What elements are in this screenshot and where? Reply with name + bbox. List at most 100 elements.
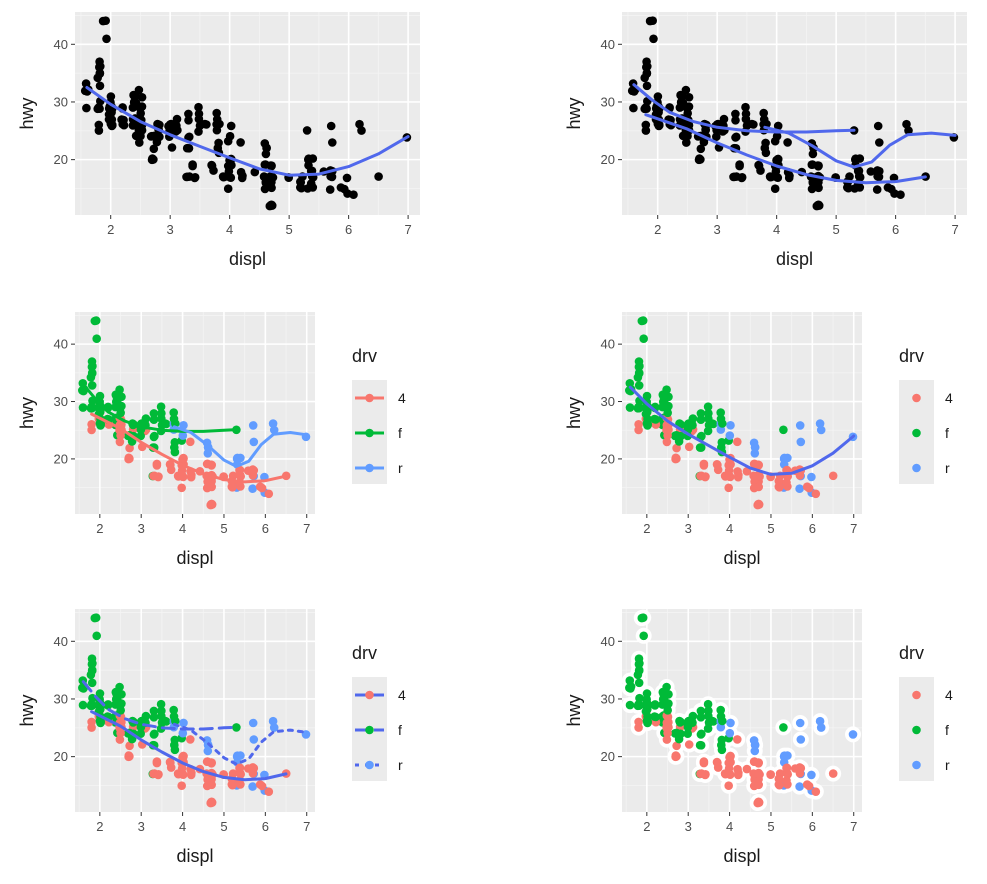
- y-tick-label: 30: [601, 691, 615, 706]
- data-point: [87, 402, 96, 412]
- data-point: [696, 415, 706, 425]
- data-point: [87, 665, 97, 675]
- data-point: [250, 167, 260, 177]
- legend-label: f: [945, 425, 949, 441]
- data-point: [802, 780, 812, 789]
- x-axis-title: displ: [723, 548, 760, 568]
- x-tick-label: 7: [404, 222, 411, 237]
- legend: drv 4 f r: [352, 346, 406, 484]
- data-point: [107, 121, 117, 131]
- axes: 2 3 4 5 6 7 20 30 40 displ hwy: [17, 634, 310, 866]
- x-tick-label: 5: [286, 222, 293, 237]
- data-point: [759, 108, 768, 118]
- data-point: [663, 402, 672, 412]
- data-point: [696, 706, 706, 716]
- smooth-line: [85, 86, 410, 177]
- panel-background: [622, 312, 862, 514]
- data-point: [642, 68, 652, 78]
- data-point: [634, 654, 644, 663]
- data-point: [308, 154, 318, 163]
- legend-key-r: r: [355, 460, 403, 476]
- data-point: [94, 126, 104, 135]
- legend-label: 4: [398, 687, 406, 703]
- data-point: [200, 119, 210, 129]
- data-point: [774, 775, 784, 784]
- x-tick-label: 5: [220, 521, 227, 536]
- data-point: [651, 712, 660, 722]
- data-point: [643, 718, 652, 728]
- axes: 2 3 4 5 6 7 20 30 40 displ hwy: [564, 37, 959, 269]
- data-point: [634, 402, 643, 412]
- data-point: [741, 109, 751, 119]
- smooth-line-r: [763, 125, 957, 169]
- data-point: [169, 712, 179, 721]
- data-point: [236, 751, 245, 760]
- x-tick-label: 7: [951, 222, 958, 237]
- panel-middle-left: 2 3 4 5 6 7 20 30 40 displ hwy drv 4 f r: [17, 312, 406, 568]
- data-point: [761, 148, 771, 158]
- data-point: [642, 81, 652, 91]
- data-point: [700, 472, 710, 482]
- data-point: [248, 763, 257, 772]
- data-point: [177, 781, 186, 790]
- data-point: [725, 728, 735, 738]
- data-point: [753, 471, 763, 481]
- data-point: [634, 425, 643, 435]
- data-layer: [622, 609, 862, 812]
- data-point: [717, 438, 727, 447]
- data-point: [717, 735, 727, 745]
- data-point: [725, 431, 735, 440]
- data-point: [128, 103, 138, 112]
- data-point: [815, 419, 825, 428]
- data-point: [167, 143, 177, 152]
- data-point: [866, 167, 876, 176]
- data-point: [235, 466, 244, 475]
- data-point: [87, 723, 96, 732]
- data-point: [169, 705, 178, 715]
- legend-point: [912, 725, 921, 735]
- data-point: [268, 419, 278, 428]
- data-point: [149, 409, 159, 418]
- data-point: [328, 138, 337, 147]
- data-point: [148, 154, 157, 163]
- data-point: [87, 700, 96, 709]
- data-point: [639, 631, 648, 641]
- data-point: [662, 437, 672, 447]
- legend-point: [912, 463, 921, 473]
- data-layer: [627, 16, 959, 211]
- data-layer: [78, 316, 311, 510]
- x-tick-label: 2: [643, 521, 650, 536]
- data-point: [207, 798, 217, 807]
- y-tick-label: 20: [601, 749, 615, 764]
- data-point: [95, 81, 105, 91]
- data-point: [703, 402, 713, 412]
- data-point: [716, 414, 726, 424]
- data-point: [896, 190, 905, 199]
- legend-key-r: r: [355, 757, 403, 773]
- x-tick-label: 5: [220, 819, 227, 834]
- panel-background: [75, 609, 315, 812]
- data-point: [654, 121, 664, 131]
- x-tick-label: 3: [714, 222, 721, 237]
- smooth-line: [628, 385, 856, 476]
- data-point: [91, 316, 101, 325]
- data-point: [635, 693, 644, 703]
- data-point: [268, 716, 278, 726]
- data-point: [634, 368, 644, 378]
- data-point: [634, 357, 644, 366]
- data-point: [207, 482, 216, 492]
- data-point: [137, 93, 147, 102]
- y-axis-title: hwy: [17, 97, 37, 129]
- data-point: [101, 16, 110, 26]
- data-point: [170, 745, 180, 755]
- data-point: [149, 415, 159, 425]
- data-point: [696, 741, 706, 750]
- panel-background: [75, 12, 420, 215]
- data-point: [828, 769, 838, 778]
- data-point: [717, 745, 727, 755]
- x-tick-label: 7: [303, 521, 310, 536]
- data-point: [779, 723, 788, 732]
- legend-point: [365, 725, 374, 735]
- data-point: [662, 722, 671, 732]
